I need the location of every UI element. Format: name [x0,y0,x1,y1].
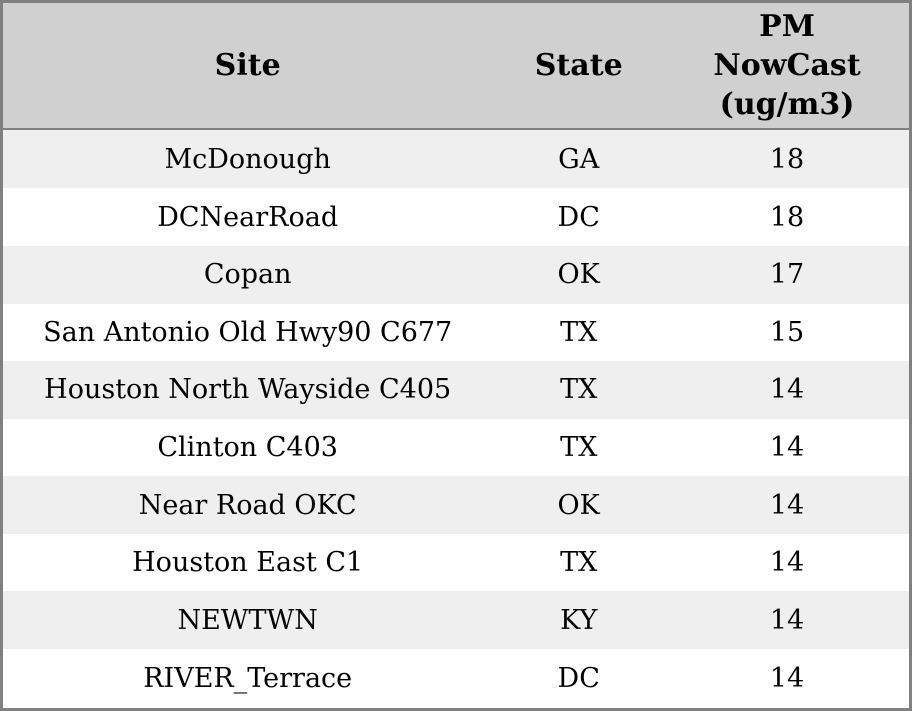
state-cell: OK [557,259,600,291]
site-cell: NEWTWN [177,604,318,636]
pm-cell: 14 [769,604,805,636]
table-row: Clinton C403 TX 14 [1,418,911,477]
pm-cell: 17 [769,259,805,291]
pm-cell: 18 [769,201,805,233]
pm-cell: 14 [769,374,805,406]
pm-cell: 18 [769,143,805,175]
site-cell: San Antonio Old Hwy90 C677 [43,316,453,348]
site-cell: Houston East C1 [132,547,364,579]
pm-cell: 14 [769,432,805,464]
state-cell: GA [558,143,600,175]
table-body: McDonough GA 18 DCNearRoad DC 18 Copan O… [1,129,911,710]
header-row: Site State PM NowCast (ug/m3) [1,1,911,130]
pm-cell: 14 [769,489,805,521]
pm-cell: 14 [769,663,805,695]
state-cell: TX [560,432,598,464]
site-cell: Houston North Wayside C405 [44,374,452,406]
header-state: State [492,1,666,130]
table-header: Site State PM NowCast (ug/m3) [1,1,911,130]
site-cell: RIVER_Terrace [143,663,353,695]
state-cell: OK [557,489,600,521]
state-cell: TX [560,316,598,348]
table-row: Houston East C1 TX 14 [1,533,911,592]
pm-cell: 15 [769,316,805,348]
state-cell: TX [560,374,598,406]
table-row: DCNearRoad DC 18 [1,188,911,247]
header-pm-nowcast: PM NowCast (ug/m3) [665,1,911,130]
site-cell: McDonough [164,143,331,175]
site-cell: Clinton C403 [157,432,338,464]
state-cell: KY [560,604,598,636]
state-cell: DC [557,663,600,695]
table-row: McDonough GA 18 [1,129,911,189]
table-row: RIVER_Terrace DC 14 [1,649,911,710]
site-cell: DCNearRoad [157,201,339,233]
header-site: Site [1,1,493,130]
site-cell: Copan [203,259,292,291]
table-row: Copan OK 17 [1,246,911,304]
table-row: San Antonio Old Hwy90 C677 TX 15 [1,303,911,362]
site-cell: Near Road OKC [138,489,357,521]
table-row: Near Road OKC OK 14 [1,476,911,534]
table-row: Houston North Wayside C405 TX 14 [1,361,911,419]
pm-cell: 14 [769,547,805,579]
table-row: NEWTWN KY 14 [1,591,911,650]
state-cell: DC [557,201,600,233]
state-cell: TX [560,547,598,579]
